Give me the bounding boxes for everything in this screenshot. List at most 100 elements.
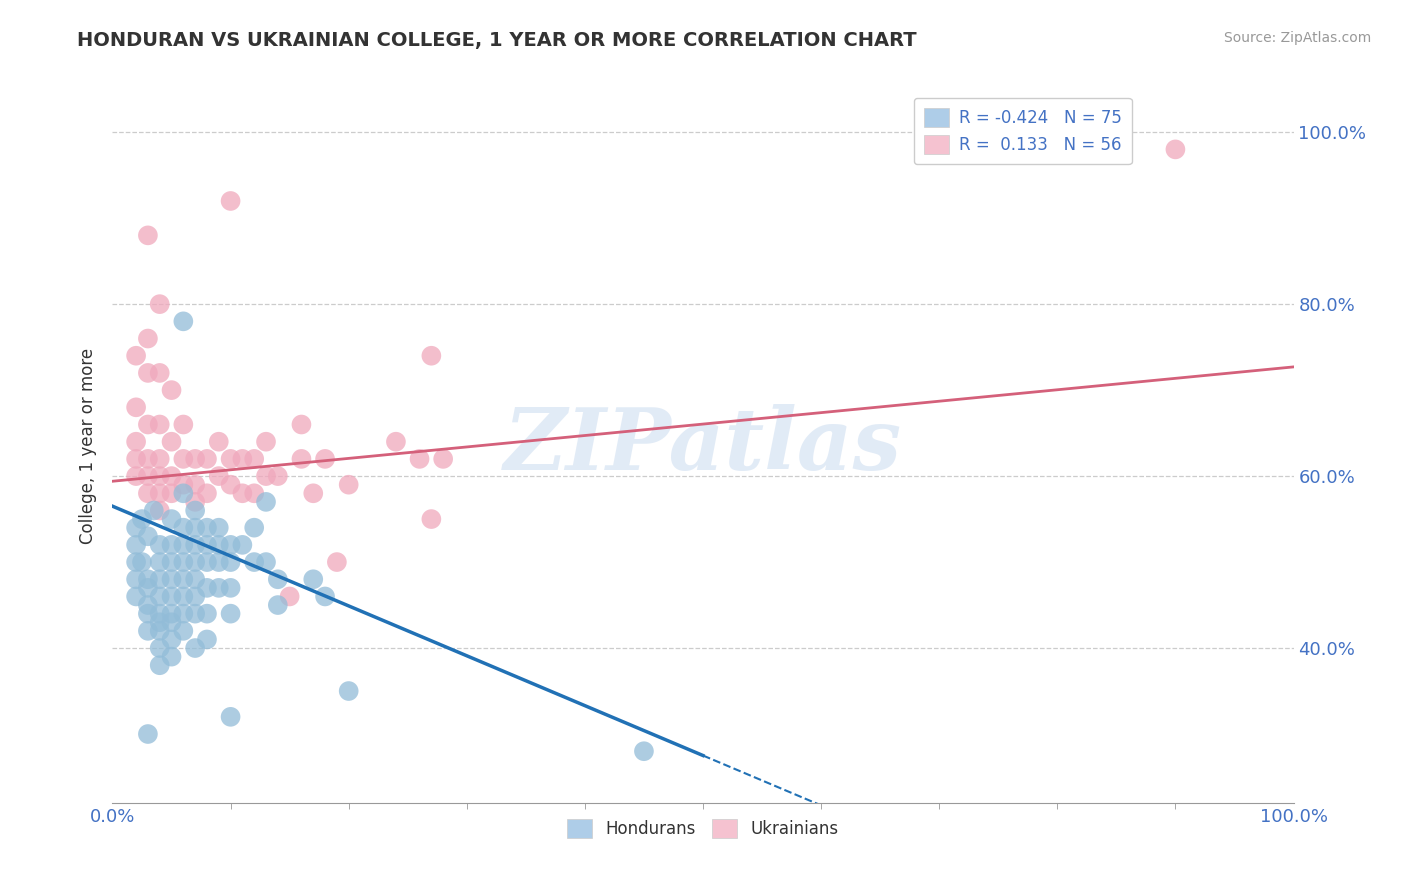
Point bbox=[290, 417, 312, 432]
Point bbox=[267, 572, 290, 586]
Point bbox=[160, 590, 183, 604]
Point bbox=[254, 495, 277, 509]
Point bbox=[219, 581, 242, 595]
Point bbox=[149, 297, 172, 311]
Point bbox=[420, 512, 443, 526]
Point bbox=[160, 572, 183, 586]
Point bbox=[149, 624, 172, 638]
Point bbox=[219, 194, 242, 208]
Point bbox=[208, 469, 231, 483]
Point bbox=[136, 529, 159, 543]
Point bbox=[172, 486, 194, 500]
Point bbox=[633, 744, 655, 758]
Point bbox=[149, 469, 172, 483]
Point bbox=[432, 451, 454, 466]
Point bbox=[149, 590, 172, 604]
Point bbox=[408, 451, 430, 466]
Point bbox=[231, 451, 253, 466]
Point bbox=[267, 469, 290, 483]
Point bbox=[149, 572, 172, 586]
Point bbox=[219, 477, 242, 491]
Point bbox=[172, 314, 194, 328]
Point bbox=[184, 503, 207, 517]
Point bbox=[302, 572, 325, 586]
Point bbox=[337, 477, 360, 491]
Point bbox=[149, 366, 172, 380]
Point bbox=[136, 727, 159, 741]
Point bbox=[160, 555, 183, 569]
Point bbox=[149, 607, 172, 621]
Point bbox=[125, 469, 148, 483]
Point bbox=[160, 615, 183, 630]
Point bbox=[243, 451, 266, 466]
Point bbox=[136, 607, 159, 621]
Point bbox=[149, 615, 172, 630]
Point bbox=[314, 451, 336, 466]
Point bbox=[172, 590, 194, 604]
Point bbox=[125, 590, 148, 604]
Point bbox=[184, 538, 207, 552]
Point bbox=[131, 555, 153, 569]
Point bbox=[385, 434, 408, 449]
Point bbox=[208, 581, 231, 595]
Point bbox=[254, 555, 277, 569]
Point bbox=[149, 641, 172, 656]
Point bbox=[195, 486, 218, 500]
Point bbox=[136, 451, 159, 466]
Point bbox=[125, 521, 148, 535]
Point bbox=[160, 434, 183, 449]
Point bbox=[172, 417, 194, 432]
Point bbox=[337, 684, 360, 698]
Point bbox=[208, 521, 231, 535]
Point bbox=[184, 590, 207, 604]
Point bbox=[172, 607, 194, 621]
Point bbox=[149, 417, 172, 432]
Point bbox=[136, 581, 159, 595]
Point bbox=[184, 477, 207, 491]
Point bbox=[208, 555, 231, 569]
Point bbox=[326, 555, 349, 569]
Point bbox=[195, 555, 218, 569]
Point bbox=[172, 451, 194, 466]
Point bbox=[172, 572, 194, 586]
Point bbox=[149, 658, 172, 673]
Point bbox=[125, 572, 148, 586]
Point bbox=[219, 538, 242, 552]
Point bbox=[136, 366, 159, 380]
Point bbox=[243, 486, 266, 500]
Point bbox=[172, 521, 194, 535]
Point bbox=[219, 555, 242, 569]
Point bbox=[149, 555, 172, 569]
Point bbox=[136, 598, 159, 612]
Point bbox=[125, 451, 148, 466]
Point bbox=[184, 641, 207, 656]
Point bbox=[195, 581, 218, 595]
Point bbox=[125, 349, 148, 363]
Point bbox=[420, 349, 443, 363]
Point bbox=[160, 383, 183, 397]
Point bbox=[184, 607, 207, 621]
Text: ZIPatlas: ZIPatlas bbox=[503, 404, 903, 488]
Point bbox=[149, 538, 172, 552]
Point bbox=[243, 521, 266, 535]
Point bbox=[254, 469, 277, 483]
Point bbox=[160, 469, 183, 483]
Point bbox=[136, 332, 159, 346]
Point bbox=[136, 572, 159, 586]
Point bbox=[149, 503, 172, 517]
Point bbox=[267, 598, 290, 612]
Point bbox=[125, 538, 148, 552]
Point bbox=[125, 401, 148, 415]
Point bbox=[243, 555, 266, 569]
Point bbox=[219, 710, 242, 724]
Point bbox=[231, 538, 253, 552]
Point bbox=[142, 503, 165, 517]
Point bbox=[184, 521, 207, 535]
Point bbox=[208, 538, 231, 552]
Point bbox=[195, 521, 218, 535]
Point bbox=[184, 555, 207, 569]
Point bbox=[195, 451, 218, 466]
Point bbox=[314, 590, 336, 604]
Point bbox=[184, 451, 207, 466]
Point bbox=[149, 451, 172, 466]
